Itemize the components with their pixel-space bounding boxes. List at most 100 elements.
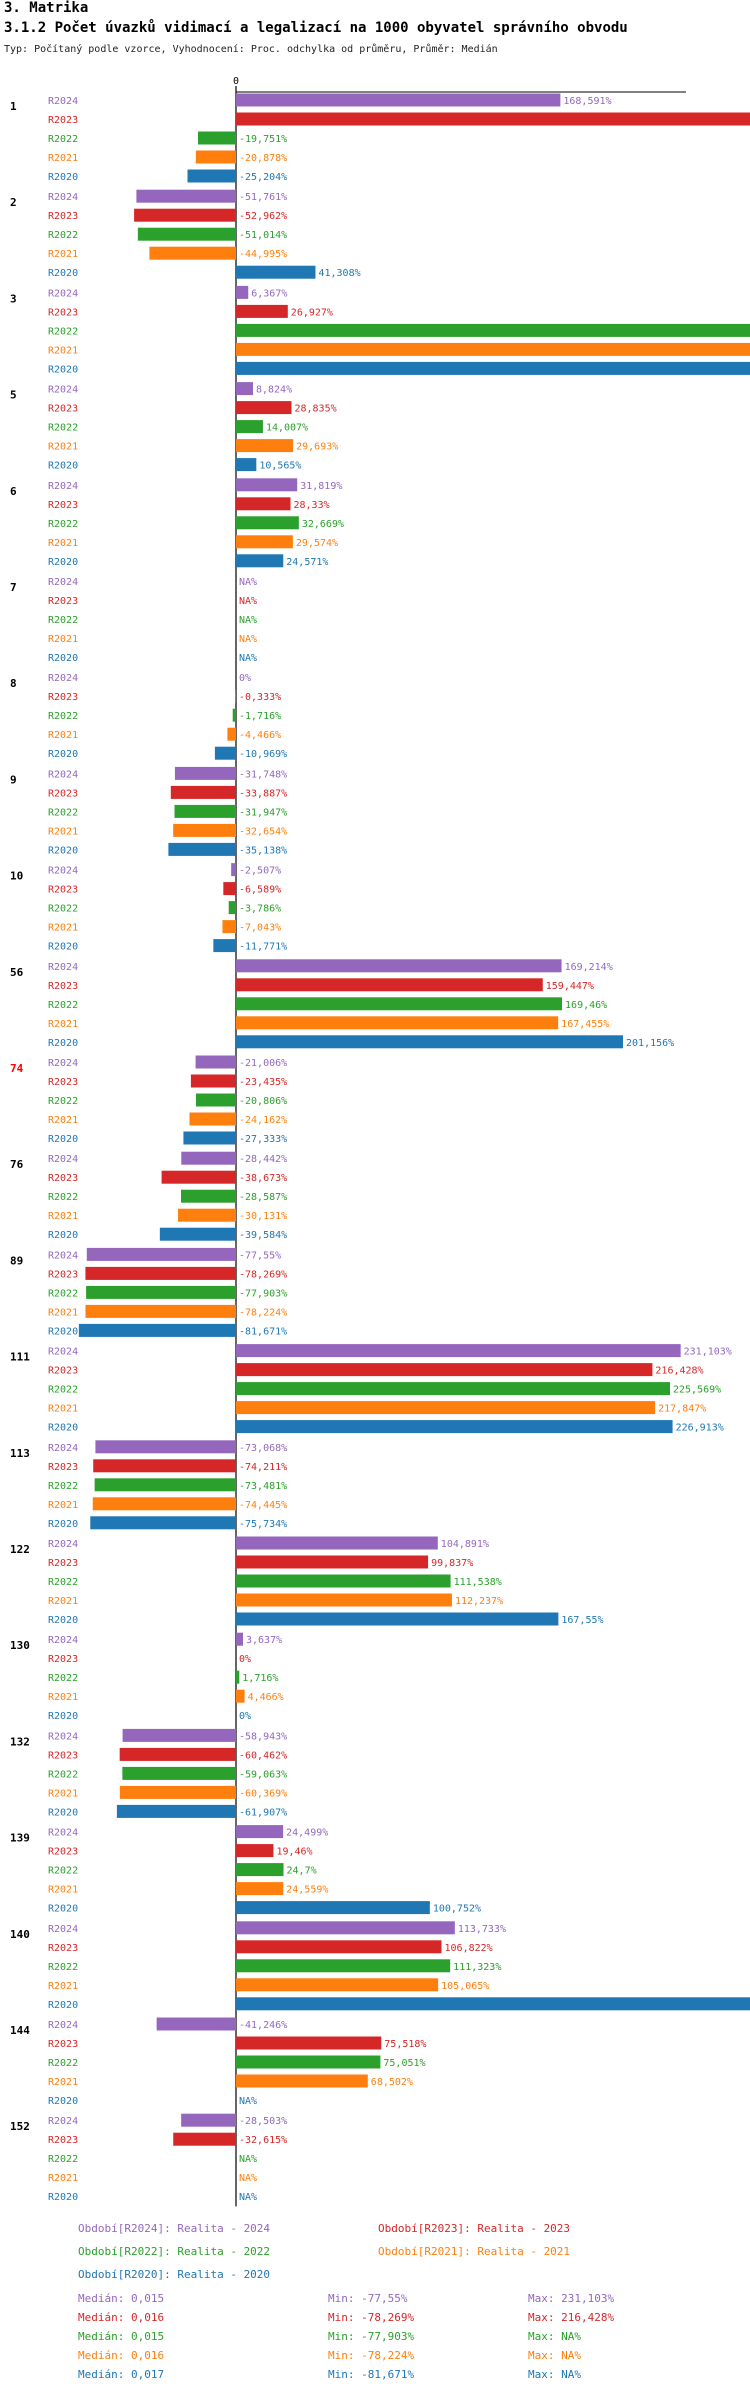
value-label: 231,103% xyxy=(684,1347,732,1358)
bar xyxy=(228,901,236,915)
series-label: R2022 xyxy=(48,1385,78,1396)
value-label: 4,466% xyxy=(248,1692,284,1703)
series-label: R2023 xyxy=(48,1077,78,1088)
series-label: R2020 xyxy=(48,364,78,375)
value-label: 106,822% xyxy=(445,1943,493,1954)
value-label: -81,671% xyxy=(239,1326,287,1337)
value-label: 68,502% xyxy=(371,2077,413,2088)
bar xyxy=(156,2017,236,2031)
series-label: R2023 xyxy=(48,1173,78,1184)
bar xyxy=(236,2055,381,2069)
bar xyxy=(236,1536,438,1550)
value-label: -28,442% xyxy=(239,1154,287,1165)
series-label: R2021 xyxy=(48,1788,78,1799)
value-label: NA% xyxy=(239,577,257,588)
value-label: 14,007% xyxy=(266,423,308,434)
group-label: 6 xyxy=(10,485,17,498)
series-label: R2020 xyxy=(48,557,78,568)
series-label: R2023 xyxy=(48,1366,78,1377)
series-label: R2024 xyxy=(48,2020,78,2031)
value-label: 75,518% xyxy=(384,2039,426,2050)
bar xyxy=(236,1825,284,1839)
series-label: R2021 xyxy=(48,1307,78,1318)
bar xyxy=(170,785,236,799)
value-label: -39,584% xyxy=(239,1230,287,1241)
series-label: R2020 xyxy=(48,942,78,953)
series-label: R2024 xyxy=(48,1828,78,1839)
bar xyxy=(183,1131,236,1145)
group-label: 10 xyxy=(10,870,23,883)
series-label: R2023 xyxy=(48,788,78,799)
series-label: R2021 xyxy=(48,1885,78,1896)
bar xyxy=(173,823,236,837)
value-label: 24,499% xyxy=(286,1828,328,1839)
series-label: R2024 xyxy=(48,2116,78,2127)
value-label: 201,156% xyxy=(626,1038,674,1049)
series-label: R2024 xyxy=(48,385,78,396)
series-label: R2021 xyxy=(48,1115,78,1126)
series-label: R2021 xyxy=(48,345,78,356)
value-label: NA% xyxy=(239,2192,257,2203)
series-label: R2023 xyxy=(48,981,78,992)
value-label: NA% xyxy=(239,615,257,626)
series-label: R2021 xyxy=(48,923,78,934)
series-label: R2020 xyxy=(48,1711,78,1722)
bar xyxy=(122,1728,236,1742)
bar xyxy=(236,535,293,549)
series-label: R2024 xyxy=(48,673,78,684)
bar xyxy=(236,1612,559,1626)
bar xyxy=(236,1344,681,1358)
legend-min: Min: -78,269% xyxy=(328,2311,415,2324)
series-label: R2022 xyxy=(48,615,78,626)
series-label: R2022 xyxy=(48,2058,78,2069)
bar xyxy=(236,382,253,396)
bar xyxy=(236,2074,368,2088)
value-label: -38,673% xyxy=(239,1173,287,1184)
bar xyxy=(236,1670,240,1684)
value-label: -61,907% xyxy=(239,1807,287,1818)
group-label: 132 xyxy=(10,1735,30,1748)
series-label: R2020 xyxy=(48,1807,78,1818)
bar xyxy=(222,920,236,934)
bar xyxy=(236,285,249,299)
value-label: -24,162% xyxy=(239,1115,287,1126)
bar xyxy=(236,959,562,973)
bar xyxy=(236,1574,451,1588)
value-label: 105,065% xyxy=(441,1981,489,1992)
bar xyxy=(92,1497,236,1511)
legend-max: Max: NA% xyxy=(528,2330,581,2343)
zero-tick-label: 0 xyxy=(233,76,239,87)
series-label: R2020 xyxy=(48,2192,78,2203)
series-label: R2021 xyxy=(48,2173,78,2184)
bar xyxy=(195,1093,236,1107)
series-label: R2023 xyxy=(48,2135,78,2146)
series-label: R2020 xyxy=(48,461,78,472)
legend-min: Min: -77,903% xyxy=(328,2330,415,2343)
value-label: -51,014% xyxy=(239,230,287,241)
value-label: 169,46% xyxy=(565,1000,607,1011)
bar xyxy=(197,131,236,145)
value-label: 0% xyxy=(239,1654,251,1665)
bar xyxy=(236,304,288,318)
value-label: -32,654% xyxy=(239,826,287,837)
value-label: NA% xyxy=(239,2154,257,2165)
legend-max: Max: NA% xyxy=(528,2368,581,2381)
group-label: 130 xyxy=(10,1639,30,1652)
bar xyxy=(236,420,263,434)
series-label: R2021 xyxy=(48,1500,78,1511)
value-label: -7,043% xyxy=(239,923,281,934)
value-label: -20,806% xyxy=(239,1096,287,1107)
bar xyxy=(236,401,292,415)
value-label: -19,751% xyxy=(239,134,287,145)
bar xyxy=(231,863,236,877)
bar xyxy=(149,246,236,260)
value-label: 216,428% xyxy=(655,1366,703,1377)
value-label: -32,615% xyxy=(239,2135,287,2146)
series-label: R2022 xyxy=(48,1673,78,1684)
value-label: NA% xyxy=(239,634,257,645)
bar xyxy=(174,804,236,818)
series-label: R2020 xyxy=(48,268,78,279)
legend-median: Medián: 0,017 xyxy=(78,2368,165,2381)
series-label: R2022 xyxy=(48,519,78,530)
group-label: 113 xyxy=(10,1447,30,1460)
